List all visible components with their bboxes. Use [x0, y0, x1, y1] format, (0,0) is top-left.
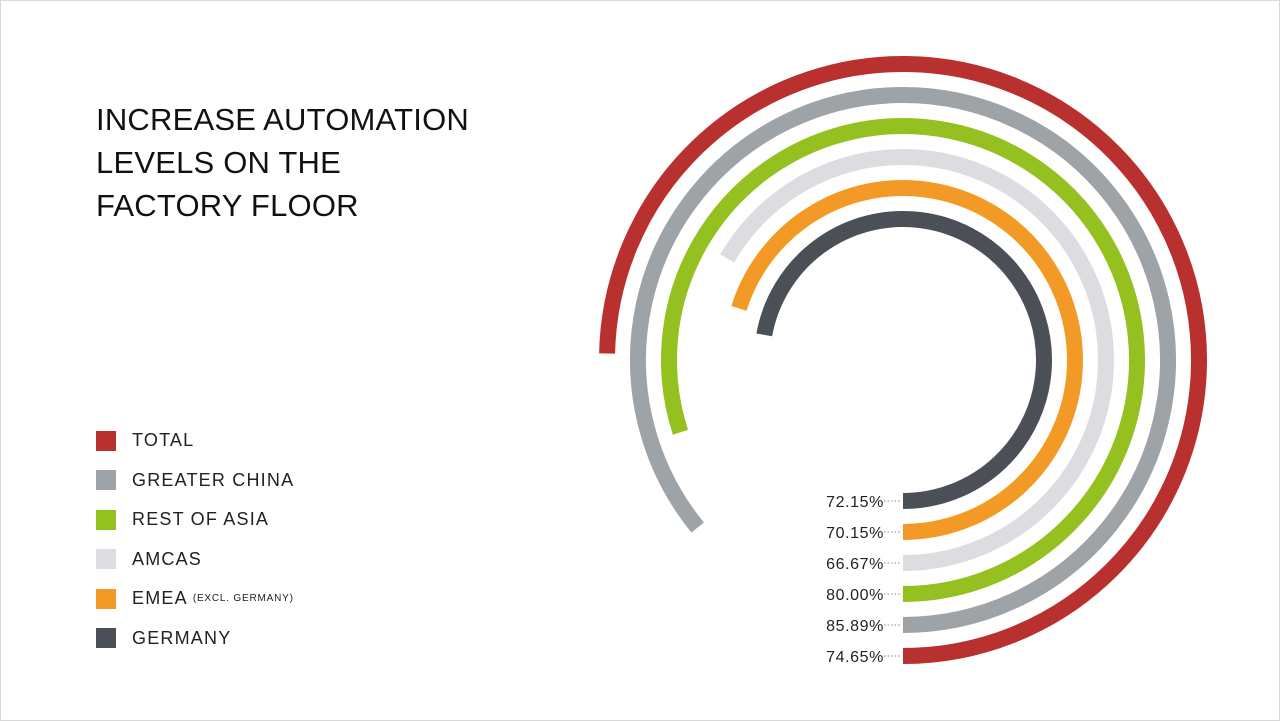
legend-swatch-greater-china: [96, 470, 116, 491]
ring-total: [599, 56, 1207, 664]
legend-item-total: TOTAL: [96, 421, 294, 461]
title-line-2: LEVELS ON THE: [96, 145, 341, 180]
value-label: 80.00%: [826, 587, 884, 604]
title-line-1: INCREASE AUTOMATION: [96, 102, 469, 137]
value-label: 72.15%: [826, 494, 884, 511]
value-label: 74.65%: [826, 649, 884, 666]
ring-greater-china: [630, 87, 1176, 633]
legend-label-germany: GERMANY: [132, 627, 232, 648]
legend-item-emea: EMEA (EXCL. GERMANY): [96, 579, 294, 619]
chart-title: INCREASE AUTOMATION LEVELS ON THE FACTOR…: [96, 98, 469, 227]
legend-swatch-germany: [96, 628, 116, 649]
title-line-3: FACTORY FLOOR: [96, 188, 359, 223]
value-label: 85.89%: [826, 618, 884, 635]
legend-item-germany: GERMANY: [96, 619, 294, 659]
legend-label-amcas: AMCAS: [132, 548, 203, 569]
legend-label-emea: EMEA: [132, 588, 188, 609]
legend-label-total: TOTAL: [132, 430, 195, 451]
legend-swatch-rest-of-asia: [96, 509, 116, 530]
ring-amcas: [720, 149, 1114, 571]
legend-label-greater-china: GREATER CHINA: [132, 469, 295, 490]
legend-swatch-amcas: [96, 549, 116, 570]
ring-germany: [756, 211, 1052, 509]
legend-item-rest-of-asia: REST OF ASIA: [96, 500, 294, 540]
value-label: 66.67%: [826, 556, 884, 573]
legend-note-emea: (EXCL. GERMANY): [192, 593, 294, 605]
ring-rest-of-asia: [661, 118, 1145, 602]
legend-item-amcas: AMCAS: [96, 540, 294, 580]
legend: TOTAL GREATER CHINA REST OF ASIA AMCAS E…: [96, 421, 294, 658]
value-label: 70.15%: [826, 525, 884, 542]
legend-label-rest-of-asia: REST OF ASIA: [132, 509, 270, 530]
ring-emea: [731, 180, 1083, 540]
legend-swatch-total: [96, 430, 116, 451]
legend-item-greater-china: GREATER CHINA: [96, 461, 294, 501]
legend-swatch-emea: [96, 588, 116, 609]
